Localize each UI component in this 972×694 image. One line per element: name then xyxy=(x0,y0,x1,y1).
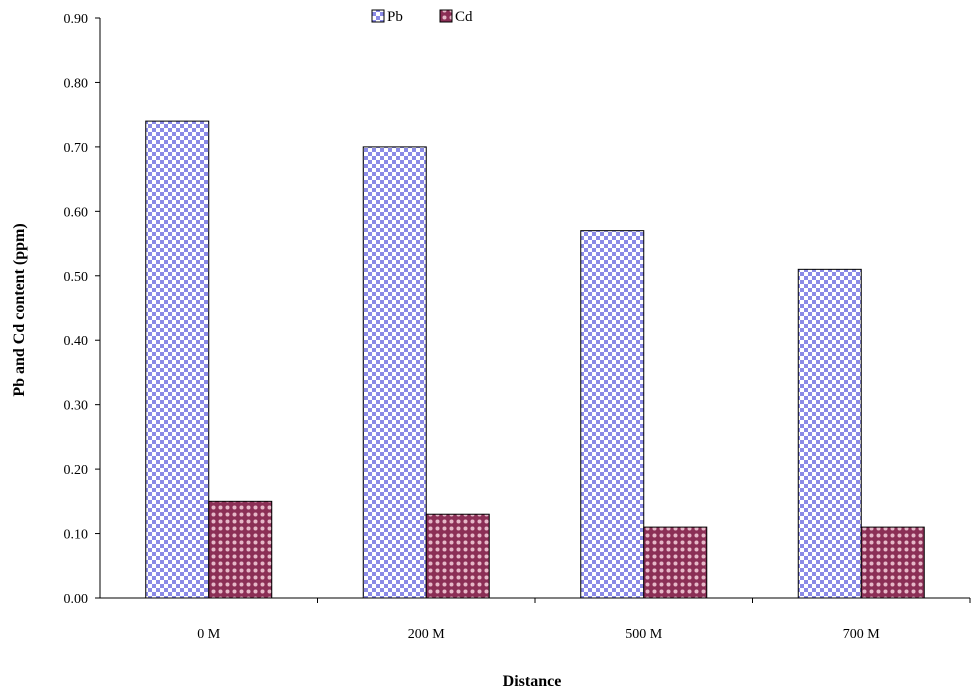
y-tick-label: 0.60 xyxy=(64,205,89,220)
y-tick-label: 0.10 xyxy=(64,528,89,543)
y-tick-label: 0.00 xyxy=(64,592,89,607)
bar-pb-0[interactable] xyxy=(145,120,210,599)
y-tick-label: 0.40 xyxy=(64,334,89,349)
legend-item-cd[interactable]: Cd xyxy=(439,9,473,25)
x-axis-title: Distance xyxy=(503,673,562,690)
legend-item-pb[interactable]: Pb xyxy=(371,9,403,25)
bar-pb-1[interactable] xyxy=(362,146,427,599)
y-axis-title: Pb and Cd content (ppm) xyxy=(11,223,28,396)
y-tick-label: 0.30 xyxy=(64,399,89,414)
x-axis-ticks: 0 M 200 M 500 M 700 M xyxy=(197,598,971,642)
y-tick-label: 0.50 xyxy=(64,270,89,285)
legend-label-pb: Pb xyxy=(387,9,403,25)
bar-cd-2[interactable] xyxy=(643,526,708,599)
bars xyxy=(145,120,925,599)
legend-label-cd: Cd xyxy=(455,9,473,25)
legend-swatch-cd xyxy=(439,9,453,23)
bar-pb-3[interactable] xyxy=(797,268,862,599)
x-tick-label: 700 M xyxy=(843,627,881,642)
y-tick-label: 0.70 xyxy=(64,141,89,156)
bar-cd-1[interactable] xyxy=(425,513,490,599)
x-tick-label: 0 M xyxy=(197,627,221,642)
legend: Pb Cd xyxy=(371,9,473,25)
y-tick-label: 0.80 xyxy=(64,76,89,91)
x-tick-label: 200 M xyxy=(408,627,446,642)
y-tick-label: 0.20 xyxy=(64,463,89,478)
x-tick-label: 500 M xyxy=(625,627,663,642)
legend-swatch-pb xyxy=(371,9,385,23)
y-axis-ticks: 0.00 0.10 0.20 0.30 0.40 0.50 0.60 0.70 0.80 0.90 xyxy=(64,12,100,607)
bar-pb-2[interactable] xyxy=(580,230,645,599)
bar-cd-3[interactable] xyxy=(860,526,925,599)
y-tick-label: 0.90 xyxy=(64,12,89,27)
bar-cd-0[interactable] xyxy=(208,500,273,599)
